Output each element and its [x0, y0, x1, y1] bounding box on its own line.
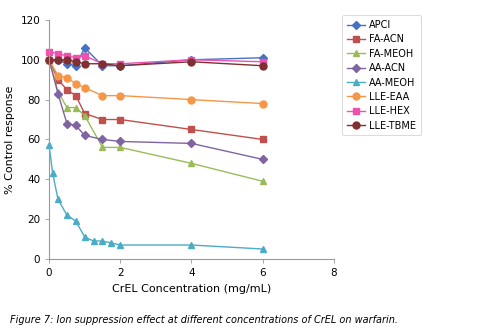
- FA-MEOH: [46, 58, 52, 62]
- FA-MEOH: [64, 106, 70, 110]
- APCI: [73, 64, 79, 68]
- LLE-TBME: [82, 62, 87, 66]
- FA-MEOH: [117, 145, 123, 149]
- LLE-TBME: [64, 58, 70, 62]
- FA-ACN: [117, 118, 123, 122]
- FA-ACN: [46, 58, 52, 62]
- LLE-EAA: [46, 58, 52, 62]
- LLE-HEX: [189, 58, 194, 62]
- APCI: [189, 58, 194, 62]
- LLE-HEX: [55, 52, 61, 56]
- LLE-EAA: [73, 82, 79, 86]
- LLE-HEX: [73, 56, 79, 60]
- AA-MEOH: [82, 235, 87, 239]
- APCI: [46, 58, 52, 62]
- APCI: [64, 62, 70, 66]
- FA-ACN: [82, 112, 87, 116]
- LLE-HEX: [46, 50, 52, 54]
- LLE-EAA: [64, 76, 70, 80]
- LLE-TBME: [260, 64, 266, 68]
- LLE-HEX: [117, 62, 123, 66]
- FA-ACN: [100, 118, 106, 122]
- LLE-EAA: [117, 94, 123, 98]
- LLE-EAA: [189, 98, 194, 102]
- LLE-EAA: [55, 74, 61, 78]
- AA-MEOH: [64, 213, 70, 217]
- FA-ACN: [64, 88, 70, 92]
- AA-ACN: [73, 124, 79, 127]
- FA-MEOH: [260, 179, 266, 183]
- LLE-TBME: [55, 58, 61, 62]
- AA-MEOH: [55, 197, 61, 201]
- Line: AA-MEOH: AA-MEOH: [46, 142, 266, 252]
- AA-ACN: [100, 137, 106, 141]
- AA-ACN: [260, 157, 266, 161]
- Legend: APCI, FA-ACN, FA-MEOH, AA-ACN, AA-MEOH, LLE-EAA, LLE-HEX, LLE-TBME: APCI, FA-ACN, FA-MEOH, AA-ACN, AA-MEOH, …: [342, 15, 420, 135]
- APCI: [82, 46, 87, 50]
- LLE-EAA: [82, 86, 87, 90]
- AA-MEOH: [109, 241, 114, 245]
- FA-MEOH: [189, 161, 194, 165]
- Y-axis label: % Control response: % Control response: [5, 85, 15, 194]
- FA-MEOH: [73, 106, 79, 110]
- AA-MEOH: [91, 239, 97, 243]
- LLE-TBME: [73, 60, 79, 64]
- APCI: [260, 56, 266, 60]
- FA-ACN: [73, 94, 79, 98]
- Text: Figure 7: Ion suppression effect at different concentrations of CrEL on warfarin: Figure 7: Ion suppression effect at diff…: [10, 315, 398, 325]
- AA-ACN: [64, 122, 70, 125]
- AA-MEOH: [260, 247, 266, 251]
- FA-ACN: [55, 78, 61, 82]
- LLE-EAA: [100, 94, 106, 98]
- LLE-HEX: [64, 54, 70, 58]
- FA-ACN: [260, 137, 266, 141]
- Line: FA-ACN: FA-ACN: [46, 56, 266, 143]
- LLE-TBME: [117, 64, 123, 68]
- APCI: [55, 58, 61, 62]
- FA-ACN: [189, 127, 194, 131]
- Line: AA-ACN: AA-ACN: [46, 57, 266, 162]
- Line: LLE-EAA: LLE-EAA: [46, 56, 266, 107]
- AA-ACN: [46, 58, 52, 62]
- FA-MEOH: [100, 145, 106, 149]
- Line: LLE-TBME: LLE-TBME: [46, 56, 266, 69]
- AA-ACN: [82, 133, 87, 137]
- Line: FA-MEOH: FA-MEOH: [46, 56, 266, 185]
- LLE-HEX: [82, 54, 87, 58]
- AA-MEOH: [117, 243, 123, 247]
- FA-MEOH: [55, 90, 61, 94]
- LLE-HEX: [260, 60, 266, 64]
- APCI: [100, 64, 106, 68]
- LLE-TBME: [46, 58, 52, 62]
- AA-MEOH: [46, 143, 52, 147]
- AA-MEOH: [73, 219, 79, 223]
- LLE-TBME: [189, 60, 194, 64]
- X-axis label: CrEL Concentration (mg/mL): CrEL Concentration (mg/mL): [112, 284, 271, 293]
- APCI: [117, 64, 123, 68]
- Line: LLE-HEX: LLE-HEX: [46, 48, 266, 67]
- AA-ACN: [117, 139, 123, 143]
- LLE-EAA: [260, 102, 266, 106]
- AA-MEOH: [100, 239, 106, 243]
- LLE-HEX: [100, 62, 106, 66]
- AA-MEOH: [189, 243, 194, 247]
- Line: APCI: APCI: [46, 45, 266, 68]
- LLE-TBME: [100, 62, 106, 66]
- FA-MEOH: [82, 114, 87, 118]
- AA-ACN: [55, 92, 61, 96]
- AA-MEOH: [50, 171, 55, 175]
- AA-ACN: [189, 141, 194, 145]
